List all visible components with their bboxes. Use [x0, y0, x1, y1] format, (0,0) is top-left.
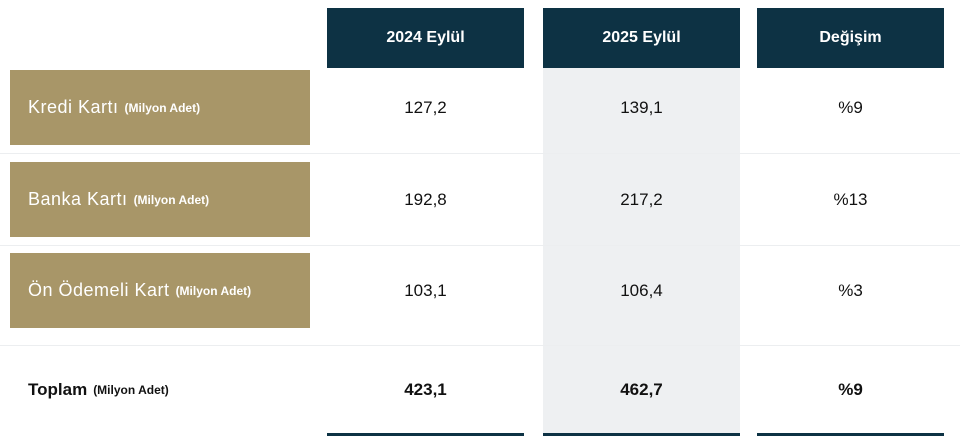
row-name: Kredi Kartı	[28, 97, 119, 117]
row-label: Banka Kartı (Milyon Adet)	[10, 162, 310, 237]
total-unit: (Milyon Adet)	[93, 383, 169, 397]
cell: 103,1	[404, 280, 447, 300]
cell: 217,2	[620, 189, 663, 209]
bottom-rule	[327, 433, 524, 436]
total-cell: 462,7	[620, 380, 663, 399]
total-cell: 423,1	[404, 380, 447, 399]
highlight-column	[543, 68, 740, 434]
total-name: Toplam	[28, 380, 88, 399]
row-separator	[0, 345, 960, 346]
row-unit: (Milyon Adet)	[124, 100, 201, 115]
row-label: Kredi Kartı (Milyon Adet)	[10, 70, 310, 145]
row-unit: (Milyon Adet)	[133, 192, 210, 207]
row-unit: (Milyon Adet)	[175, 283, 252, 298]
cell: 139,1	[620, 97, 663, 117]
row-separator	[0, 153, 960, 154]
cell: 127,2	[404, 97, 447, 117]
column-header: Değişim	[757, 8, 944, 68]
row-name: Banka Kartı	[28, 189, 128, 209]
cell: 192,8	[404, 189, 447, 209]
column-header: 2025 Eylül	[543, 8, 740, 68]
cell: %9	[838, 97, 863, 117]
column-header: 2024 Eylül	[327, 8, 524, 68]
row-name: Ön Ödemeli Kart	[28, 280, 170, 300]
bottom-rule	[757, 433, 944, 436]
total-label: Toplam (Milyon Adet)	[28, 365, 169, 415]
bottom-rule	[543, 433, 740, 436]
total-cell: %9	[838, 380, 863, 399]
row-separator	[0, 245, 960, 246]
row-label: Ön Ödemeli Kart (Milyon Adet)	[10, 253, 310, 328]
cell: 106,4	[620, 280, 663, 300]
cell: %3	[838, 280, 863, 300]
cell: %13	[833, 189, 868, 209]
